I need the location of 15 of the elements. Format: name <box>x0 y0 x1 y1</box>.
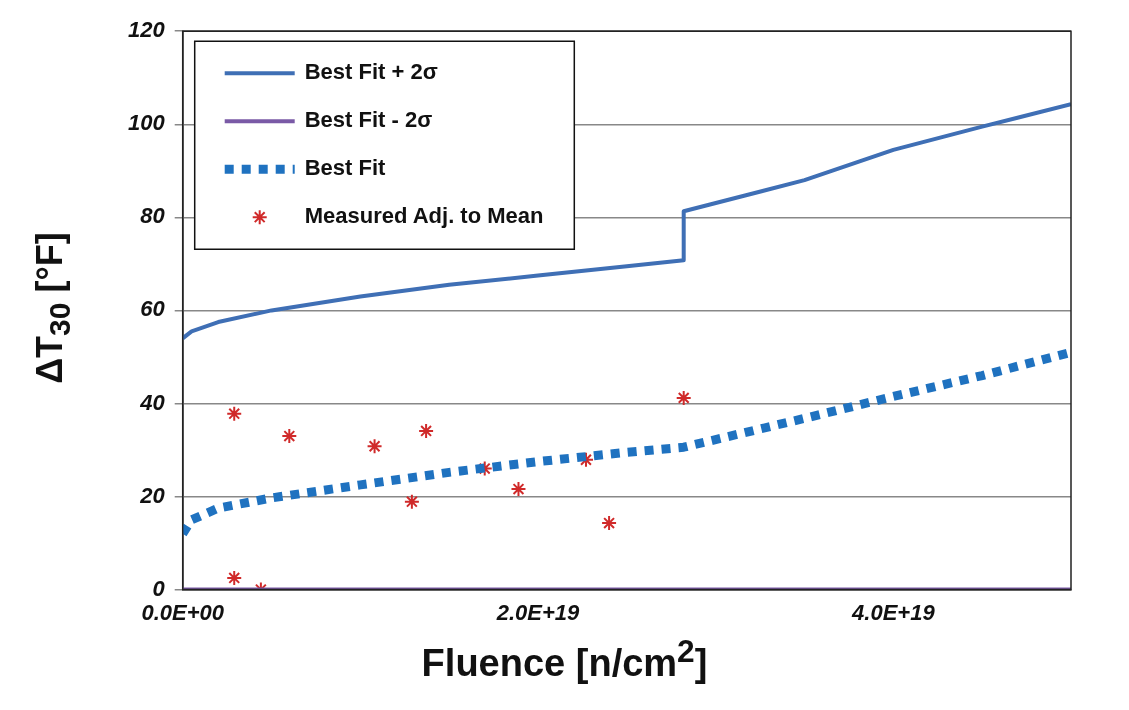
y-tick-label: 0 <box>152 575 166 601</box>
legend-label: Best Fit <box>304 155 387 181</box>
legend-label: Best Fit + 2σ <box>304 59 438 85</box>
y-tick-label: 120 <box>127 17 166 43</box>
y-tick-label: 20 <box>139 482 166 508</box>
y-tick-label: 80 <box>140 203 166 229</box>
x-tick-label: 4.0E+19 <box>851 599 936 625</box>
x-tick-label: 2.0E+19 <box>495 599 581 625</box>
y-tick-label: 60 <box>140 296 166 322</box>
y-tick-label: 100 <box>127 110 166 136</box>
legend-label: Best Fit - 2σ <box>304 107 433 133</box>
y-tick-label: 40 <box>139 389 166 415</box>
x-tick-label: 0.0E+00 <box>141 599 225 625</box>
legend-label: Measured Adj. to Mean <box>304 203 544 229</box>
x-axis-title: Fluence [n/cm$^{2}$] <box>420 633 709 685</box>
